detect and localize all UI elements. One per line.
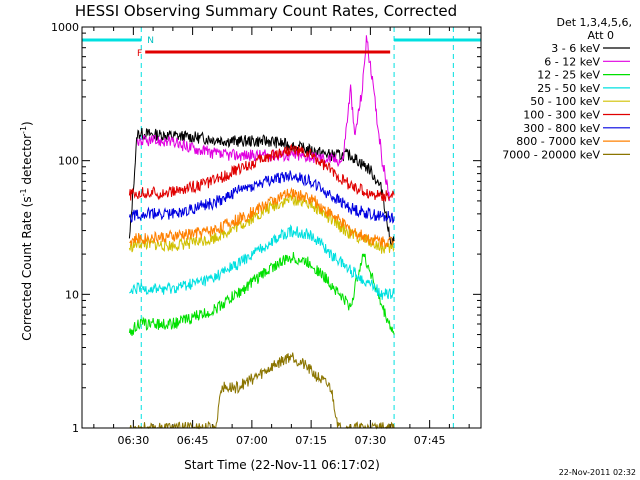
series-line <box>129 186 395 249</box>
x-tick-label: 06:30 <box>118 434 150 447</box>
y-tick-label: 100 <box>58 155 79 168</box>
legend-header-2: Att 0 <box>588 29 614 42</box>
series-line <box>128 252 395 337</box>
legend-item-label: 12 - 25 keV <box>537 69 600 82</box>
series-line <box>128 193 395 254</box>
legend-item-label: 6 - 12 keV <box>544 55 600 68</box>
legend-item-label: 800 - 7000 keV <box>516 135 600 148</box>
y-axis-label: Corrected Count Rate (s-1 detector-1) <box>19 121 34 340</box>
footer-date: 22-Nov-2011 02:32 <box>559 468 636 477</box>
night-marker: N <box>147 36 154 46</box>
y-tick-label: 1 <box>72 422 79 435</box>
x-tick-label: 06:45 <box>177 434 209 447</box>
series-line <box>128 170 395 224</box>
series-line <box>128 127 395 249</box>
x-axis-label: Start Time (22-Nov-11 06:17:02) <box>184 458 380 472</box>
series-line <box>128 143 395 202</box>
y-tick-label: 10 <box>65 288 79 301</box>
chart-title: HESSI Observing Summary Count Rates, Cor… <box>75 2 457 20</box>
legend-item-label: 50 - 100 keV <box>530 95 600 108</box>
y-tick-label: 1000 <box>51 21 79 34</box>
legend-item-label: 300 - 800 keV <box>523 122 600 135</box>
series-line <box>129 352 395 430</box>
legend-item-label: 25 - 50 keV <box>537 82 600 95</box>
x-tick-label: 07:30 <box>355 434 387 447</box>
legend-item-label: 3 - 6 keV <box>551 42 600 55</box>
series-line <box>136 35 391 202</box>
x-tick-label: 07:45 <box>414 434 446 447</box>
x-tick-label: 07:15 <box>295 434 327 447</box>
flare-marker: F <box>137 49 142 59</box>
plot-frame <box>81 26 482 429</box>
series-line <box>129 224 395 300</box>
legend-item-label: 100 - 300 keV <box>523 109 600 122</box>
x-tick-label: 07:00 <box>236 434 268 447</box>
legend-item-label: 7000 - 20000 keV <box>502 148 600 161</box>
legend-header-1: Det 1,3,4,5,6, <box>556 16 632 29</box>
